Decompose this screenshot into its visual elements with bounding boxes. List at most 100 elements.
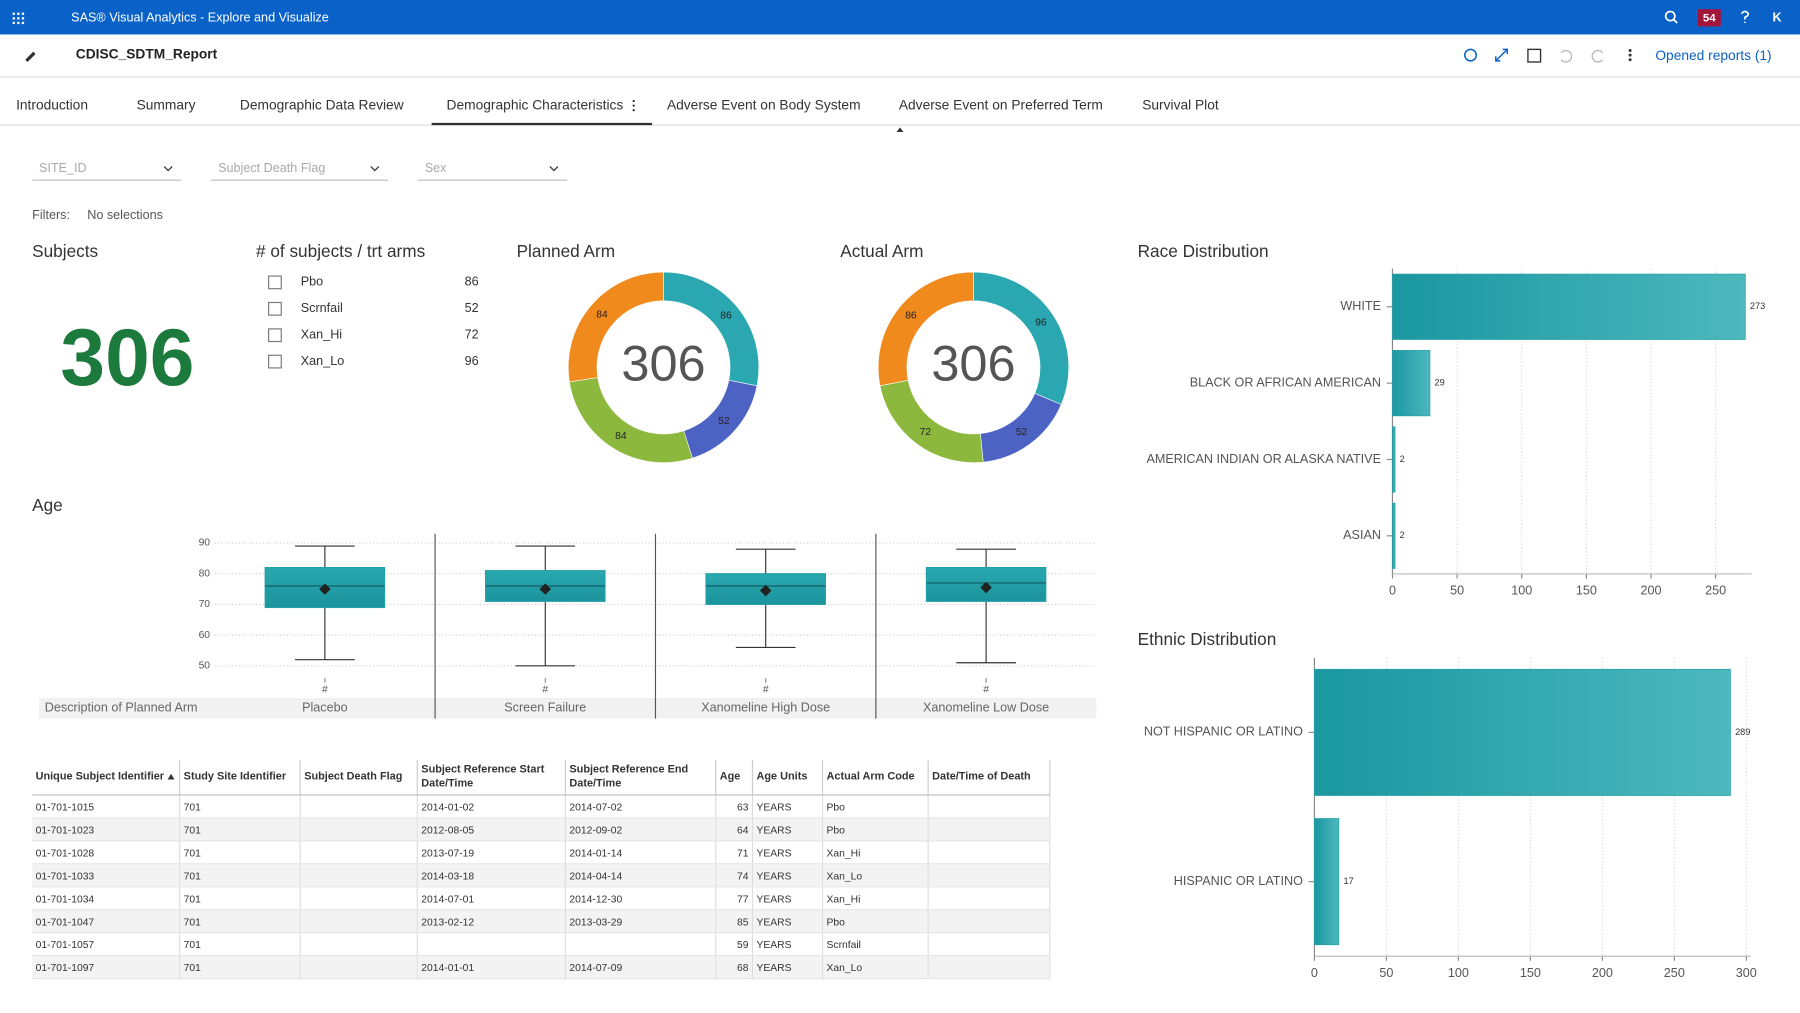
dropdown-label[interactable]: Sex xyxy=(425,161,447,175)
app-title: SAS® Visual Analytics - Explore and Visu… xyxy=(71,11,329,25)
dropdown-chevron[interactable] xyxy=(549,165,559,172)
x-axis-label: # xyxy=(542,685,548,696)
table-cell: YEARS xyxy=(752,840,824,865)
list-count: 96 xyxy=(465,354,479,368)
tab[interactable]: Demographic Data Review xyxy=(240,97,404,112)
table-cell: Pbo xyxy=(822,794,929,819)
tab[interactable]: Demographic Characteristics xyxy=(447,97,624,112)
kpi-value: 306 xyxy=(60,313,194,403)
tab-caret xyxy=(896,127,904,133)
x-tick-label: 150 xyxy=(1520,966,1541,980)
table-cell xyxy=(928,840,1051,865)
edit-button[interactable] xyxy=(25,51,36,62)
checkbox[interactable] xyxy=(268,354,282,369)
column-header[interactable]: Age xyxy=(715,759,754,796)
column-header[interactable]: Actual Arm Code xyxy=(822,759,929,796)
table-cell xyxy=(300,909,418,934)
column-header[interactable]: Unique Subject Identifier xyxy=(32,759,181,796)
table-row: 01-701-1097 701 2014-01-01 2014-07-09 68 YEAR… xyxy=(32,955,1051,980)
column-header-text: Study Site Identifier xyxy=(183,770,287,783)
x-tick-label: 250 xyxy=(1664,966,1685,980)
bar xyxy=(1392,502,1396,569)
table: Unique Subject Identifier Study Site Iden… xyxy=(32,759,1051,980)
share-button[interactable] xyxy=(1464,48,1478,62)
undo-button[interactable] xyxy=(1560,49,1573,63)
column-header-text: Actual Arm Code xyxy=(826,770,915,783)
checkbox[interactable] xyxy=(268,328,282,343)
x-tick-label: 100 xyxy=(1511,584,1532,598)
dropdown-chevron[interactable] xyxy=(163,165,173,172)
column-header[interactable]: Subject Reference End Date/Time xyxy=(565,759,717,796)
tab[interactable]: Adverse Event on Preferred Term xyxy=(899,97,1103,112)
dropdown-chevron[interactable] xyxy=(370,165,380,172)
layout-button[interactable] xyxy=(1527,48,1542,63)
table-cell: 2014-04-14 xyxy=(565,863,717,888)
help-button[interactable] xyxy=(1736,8,1754,26)
more-button[interactable] xyxy=(1628,49,1632,62)
dropdown-label[interactable]: SITE_ID xyxy=(39,161,87,175)
column-header[interactable]: Age Units xyxy=(752,759,824,796)
list-count: 52 xyxy=(465,301,479,315)
table-cell: 2014-07-09 xyxy=(565,955,717,980)
table-row: 01-701-1033 701 2014-03-18 2014-04-14 74 YEAR… xyxy=(32,863,1051,888)
list-count: 72 xyxy=(465,328,479,342)
tab[interactable]: Adverse Event on Body System xyxy=(667,97,861,112)
table-cell xyxy=(417,932,566,957)
table-row: 01-701-1034 701 2014-07-01 2014-12-30 77 YEAR… xyxy=(32,886,1051,911)
user-menu[interactable]: K xyxy=(1772,11,1781,25)
y-tick-label: AMERICAN INDIAN OR ALASKA NATIVE xyxy=(1146,452,1381,466)
report-name: CDISC_SDTM_Report xyxy=(76,47,218,62)
y-tick-label: ASIAN xyxy=(1343,528,1381,542)
table-cell: 01-701-1015 xyxy=(32,794,181,819)
checkbox[interactable] xyxy=(268,275,282,290)
column-header[interactable]: Date/Time of Death xyxy=(928,759,1051,796)
table-cell xyxy=(928,886,1051,911)
table-cell: 2014-01-14 xyxy=(565,840,717,865)
tab-menu-dot[interactable] xyxy=(632,99,635,103)
table-cell: YEARS xyxy=(752,817,824,842)
donut-segment xyxy=(567,271,664,383)
section-title: Subjects xyxy=(32,241,98,261)
list-label: Pbo xyxy=(301,275,323,289)
table-cell: 701 xyxy=(179,955,301,980)
table-row: 01-701-1023 701 2012-08-05 2012-09-02 64 YEAR… xyxy=(32,817,1051,842)
table-cell: 01-701-1033 xyxy=(32,863,181,888)
table-cell: 2012-08-05 xyxy=(417,817,566,842)
table-cell: 2014-01-02 xyxy=(417,794,566,819)
bar xyxy=(1392,426,1396,493)
dropdown-label[interactable]: Subject Death Flag xyxy=(218,161,325,175)
y-tick-label: 70 xyxy=(199,599,211,610)
apps-menu[interactable] xyxy=(12,12,25,25)
tab[interactable]: Summary xyxy=(137,97,196,112)
y-tick-label: NOT HISPANIC OR LATINO xyxy=(1144,725,1303,739)
table-cell: 2014-07-01 xyxy=(417,886,566,911)
table-cell xyxy=(928,955,1051,980)
column-header-text: Age xyxy=(719,770,741,783)
column-header[interactable]: Study Site Identifier xyxy=(179,759,301,796)
x-tick-label: 100 xyxy=(1448,966,1469,980)
app-bar xyxy=(0,0,1800,35)
tab-menu-dot[interactable] xyxy=(632,109,635,112)
notification-badge[interactable] xyxy=(1697,9,1721,27)
column-header[interactable]: Subject Death Flag xyxy=(300,759,418,796)
y-tick-label: BLACK OR AFRICAN AMERICAN xyxy=(1190,375,1381,389)
tab[interactable]: Introduction xyxy=(16,97,88,112)
redo-button[interactable] xyxy=(1591,49,1604,63)
table-row: 01-701-1047 701 2013-02-12 2013-03-29 85 YEAR… xyxy=(32,909,1051,934)
opened-reports[interactable]: Opened reports (1) xyxy=(1655,48,1771,63)
tab-menu-dot[interactable] xyxy=(632,104,635,107)
search-button[interactable] xyxy=(1664,10,1678,24)
tab[interactable]: Survival Plot xyxy=(1142,97,1219,112)
table-cell: 01-701-1047 xyxy=(32,909,181,934)
table-cell: 701 xyxy=(179,909,301,934)
bar-value-label: 2 xyxy=(1400,454,1405,464)
sort-indicator xyxy=(167,773,175,780)
column-header-text: Subject Death Flag xyxy=(304,770,403,783)
checkbox[interactable] xyxy=(268,301,282,316)
table-cell: YEARS xyxy=(752,886,824,911)
fullscreen-button[interactable] xyxy=(1495,48,1509,62)
list-label: Xan_Hi xyxy=(301,328,342,342)
column-header[interactable]: Subject Reference Start Date/Time xyxy=(417,759,566,796)
